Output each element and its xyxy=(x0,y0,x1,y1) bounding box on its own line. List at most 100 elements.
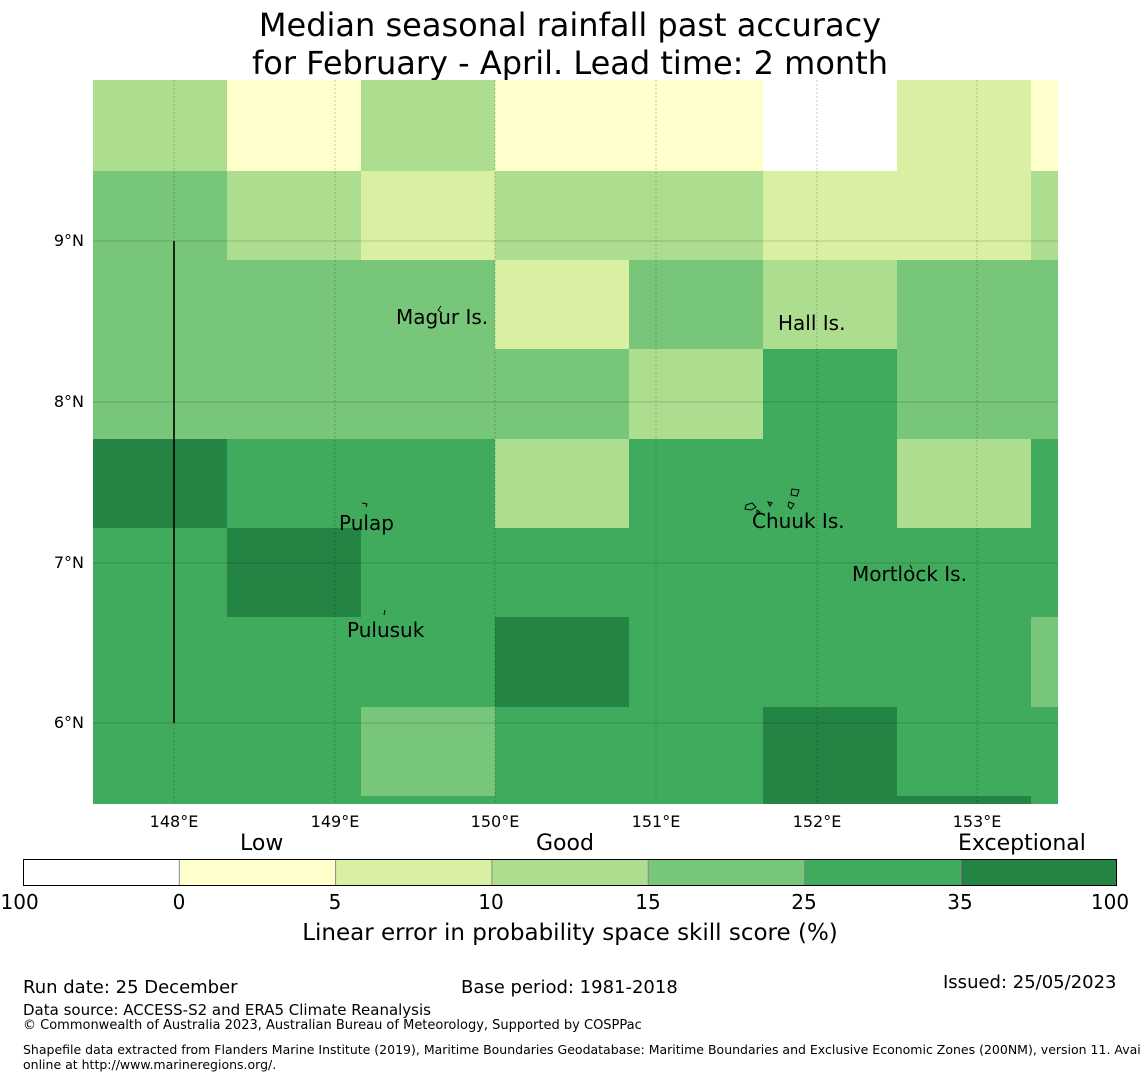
skill-cell xyxy=(93,439,227,528)
skill-cell xyxy=(763,528,897,617)
chuuk-island-shape-5 xyxy=(756,509,761,515)
copyright: © Commonwealth of Australia 2023, Austra… xyxy=(23,1018,642,1033)
mortlock-island-shape xyxy=(909,564,913,570)
skill-cell xyxy=(495,707,629,804)
skill-cell xyxy=(495,617,629,707)
skill-cell xyxy=(1031,617,1058,707)
colorbar-label-5: 5 xyxy=(328,890,342,914)
skill-cell xyxy=(1031,80,1058,171)
skill-cell xyxy=(897,439,1031,528)
island-outlines xyxy=(361,305,913,616)
skill-cell xyxy=(93,528,227,617)
skill-cell xyxy=(1031,349,1058,439)
skill-cell xyxy=(629,617,763,707)
place-label-magur: Magur Is. xyxy=(396,305,489,329)
place-label-hall: Hall Is. xyxy=(778,311,846,335)
skill-cell xyxy=(361,796,495,804)
pulap-island-shape xyxy=(361,502,368,508)
skill-cell xyxy=(897,617,1031,707)
skill-cell xyxy=(495,439,629,528)
pulusuk-island-shape xyxy=(383,609,386,616)
skill-cell xyxy=(763,707,897,804)
skill-cell xyxy=(227,707,361,804)
skill-cell xyxy=(93,80,227,171)
skill-cell xyxy=(897,707,1031,804)
title-line-2: for February - April. Lead time: 2 month xyxy=(251,44,889,82)
colorbar-bin-0-5 xyxy=(179,859,336,886)
skill-cell xyxy=(361,707,495,804)
chuuk-island-shape-3 xyxy=(767,501,773,507)
colorbar-bin-15-25 xyxy=(648,859,805,886)
skill-cell xyxy=(227,528,361,617)
skill-cell xyxy=(361,528,495,617)
skill-cell xyxy=(1031,439,1058,528)
chuuk-island-shape-1 xyxy=(790,488,800,497)
lon-tick-151: 151°E xyxy=(631,812,681,831)
skill-cell xyxy=(361,80,495,171)
colorbar-label-neg100: -100 xyxy=(0,890,39,914)
skill-cell xyxy=(495,260,629,349)
run-date: Run date: 25 December xyxy=(23,977,238,998)
skill-cell xyxy=(629,707,763,804)
colorbar-bin-neg100-0 xyxy=(23,859,180,886)
colorbar-label-10: 10 xyxy=(478,890,504,914)
skill-cell xyxy=(495,349,629,439)
skill-cell xyxy=(897,528,1031,617)
skill-grid xyxy=(93,80,1058,804)
place-label-pulusuk: Pulusuk xyxy=(347,618,425,642)
skill-cell xyxy=(93,171,227,260)
skill-cell xyxy=(629,349,763,439)
skill-cell xyxy=(361,617,495,707)
skill-cell xyxy=(227,439,361,528)
legend-category-good: Good xyxy=(536,831,594,856)
skill-cell xyxy=(1031,528,1058,617)
skill-cell xyxy=(897,260,1031,349)
skill-cell xyxy=(629,80,763,171)
skill-cell xyxy=(897,171,1031,260)
skill-cell xyxy=(495,528,629,617)
place-label-chuuk: Chuuk Is. xyxy=(752,509,845,533)
colorbar-title: Linear error in probability space skill … xyxy=(302,920,838,946)
skill-cell xyxy=(227,260,361,349)
lon-tick-149: 149°E xyxy=(310,812,360,831)
lon-tick-150: 150°E xyxy=(470,812,520,831)
magur-island-shape xyxy=(437,305,443,314)
colorbar-label-0: 0 xyxy=(172,890,186,914)
skill-cell xyxy=(93,707,227,804)
colorbar-label-25: 25 xyxy=(791,890,817,914)
skill-cell xyxy=(763,80,897,171)
colorbar-label-35: 35 xyxy=(947,890,973,914)
skill-cell xyxy=(227,171,361,260)
data-source: Data source: ACCESS-S2 and ERA5 Climate … xyxy=(23,1001,431,1019)
legend-category-exceptional: Exceptional xyxy=(958,831,1086,856)
skill-cell xyxy=(1031,260,1058,349)
graticule xyxy=(93,80,1058,804)
skill-cell xyxy=(361,349,495,439)
skill-cell xyxy=(763,349,897,439)
shapefile-credit-1: Shapefile data extracted from Flanders M… xyxy=(23,1042,1140,1057)
place-label-mortlock: Mortlock Is. xyxy=(852,562,967,586)
lat-tick-7: 7°N xyxy=(53,553,84,572)
colorbar-label-15: 15 xyxy=(635,890,661,914)
skill-cell xyxy=(763,617,897,707)
skill-cell xyxy=(495,171,629,260)
base-period: Base period: 1981-2018 xyxy=(461,977,678,998)
chuuk-island-shape-4 xyxy=(787,501,795,510)
skill-cell xyxy=(227,617,361,707)
skill-cell xyxy=(629,260,763,349)
place-label-pulap: Pulap xyxy=(339,511,394,535)
skill-cell xyxy=(227,80,361,171)
colorbar xyxy=(23,859,1117,886)
colorbar-bin-25-35 xyxy=(804,859,961,886)
skill-cell xyxy=(1031,707,1058,804)
colorbar-label-100: 100 xyxy=(1090,890,1130,914)
lat-tick-6: 6°N xyxy=(53,713,84,732)
shapefile-credit-2: online at http://www.marineregions.org/. xyxy=(23,1057,277,1072)
skill-cell xyxy=(93,260,227,349)
lat-tick-8: 8°N xyxy=(53,392,84,411)
colorbar-bin-5-10 xyxy=(335,859,492,886)
skill-cell xyxy=(93,617,227,707)
skill-cell xyxy=(361,439,495,528)
skill-cell xyxy=(361,260,495,349)
